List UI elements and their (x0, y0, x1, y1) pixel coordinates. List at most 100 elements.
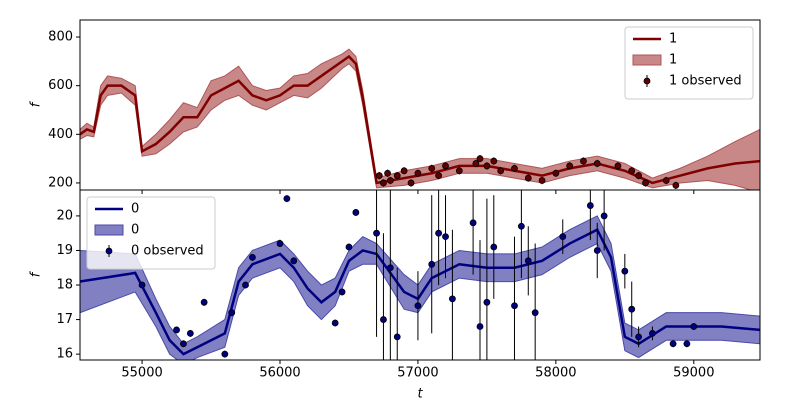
observed-point (517, 222, 525, 230)
observed-point (635, 333, 643, 341)
observed-point (469, 219, 477, 227)
y-tick-label: 400 (48, 127, 73, 142)
observed-point (635, 172, 643, 180)
line (80, 54, 760, 185)
observed-point (593, 247, 601, 254)
y-tick-label: 16 (56, 347, 73, 362)
observed-point (552, 169, 560, 177)
observed-point (614, 162, 622, 170)
observed-point (524, 174, 532, 182)
observed-point (221, 350, 229, 358)
observed-point (414, 302, 422, 310)
observed-point (393, 172, 401, 180)
observed-point (373, 229, 380, 237)
observed-point (380, 316, 387, 323)
observed-point (407, 179, 415, 187)
observed-point (276, 240, 284, 247)
x-tick-label: 58000 (535, 366, 576, 381)
observed-point (180, 340, 187, 348)
x-tick-label: 59000 (673, 366, 714, 381)
band (80, 48, 760, 190)
observed-point (338, 288, 346, 296)
y-tick-label: 19 (56, 243, 73, 258)
x-tick-label: 56000 (259, 366, 300, 381)
y-axis-label: f (29, 270, 44, 277)
observed-point (442, 233, 449, 241)
observed-point (386, 177, 394, 184)
observed-point (593, 160, 601, 167)
x-tick-label: 57000 (397, 366, 438, 381)
observed-point (393, 333, 401, 341)
observed-point (283, 195, 291, 203)
observed-point (586, 202, 594, 209)
legend-label: 0 observed (131, 244, 204, 259)
observed-point (138, 281, 146, 289)
y-tick-label: 200 (48, 175, 73, 190)
x-tick-label: 55000 (121, 366, 162, 381)
observed-point (628, 167, 636, 175)
observed-point (200, 298, 208, 306)
observed-point (414, 169, 422, 177)
observed-point (435, 172, 443, 180)
observed-point (531, 309, 539, 317)
observed-point (249, 253, 256, 261)
legend-point-swatch (643, 77, 651, 85)
observed-point (476, 323, 484, 330)
observed-point (621, 267, 629, 275)
observed-point (428, 260, 436, 268)
axes-frame (79, 189, 761, 361)
observed-point (672, 181, 680, 189)
observed-point (662, 177, 670, 184)
observed-point (690, 323, 698, 330)
legend-band-swatch (632, 54, 662, 66)
y-tick-label: 18 (56, 278, 73, 293)
observed-point (449, 295, 456, 303)
observed-point (511, 164, 518, 172)
y-axis-label: f (29, 100, 44, 107)
legend-box (624, 26, 754, 100)
observed-point (566, 162, 574, 170)
observed-point (173, 326, 180, 334)
observed-point (490, 243, 498, 251)
observed-point (345, 243, 353, 251)
y-tick-label: 17 (56, 312, 73, 327)
observed-point (649, 329, 656, 337)
observed-point (628, 305, 636, 313)
observed-point (600, 212, 608, 220)
observed-point (455, 167, 463, 175)
observed-point (352, 209, 360, 216)
observed-point (483, 298, 491, 306)
plot-area (80, 190, 760, 360)
y-tick-label: 20 (56, 208, 73, 223)
observed-point (435, 229, 443, 237)
legend-point-swatch (105, 247, 113, 255)
observed-point (669, 340, 677, 348)
observed-point (375, 172, 383, 180)
x-axis-label: t (417, 387, 423, 400)
observed-point (331, 319, 339, 327)
observed-point (384, 169, 391, 177)
observed-point (642, 179, 649, 187)
observed-point (511, 302, 518, 310)
observed-point (538, 177, 546, 184)
legend-label: 1 (669, 32, 677, 47)
band (80, 215, 760, 360)
legend-label: 1 observed (669, 74, 742, 89)
legend-label: 0 (131, 202, 139, 217)
observed-point (476, 155, 484, 163)
observed-point (472, 160, 480, 167)
observed-point (228, 309, 236, 317)
observed-point (380, 179, 387, 187)
observed-point (242, 281, 249, 289)
legend-label: 0 (131, 223, 139, 238)
legend-band-swatch (94, 224, 124, 236)
y-tick-label: 800 (48, 30, 73, 45)
observed-point (386, 264, 394, 272)
observed-point (290, 257, 298, 265)
observed-point (559, 233, 567, 241)
legend-label: 1 (669, 53, 677, 68)
legend-box (86, 196, 216, 270)
observed-point (497, 167, 505, 175)
observed-point (428, 164, 436, 172)
